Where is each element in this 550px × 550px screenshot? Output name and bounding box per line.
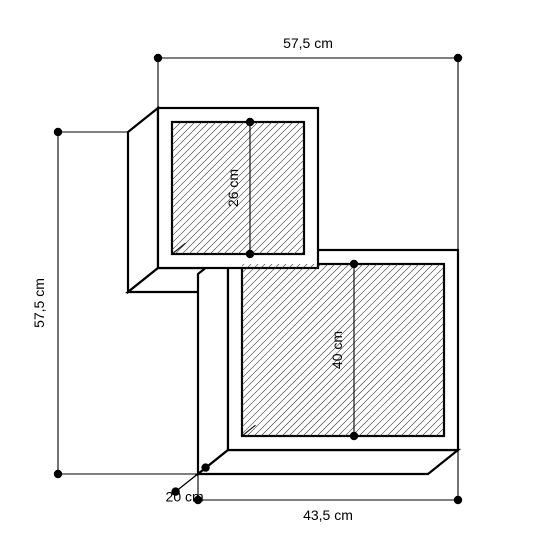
overall-height-label: 57,5 cm (31, 278, 47, 328)
lower-width-label: 43,5 cm (303, 507, 353, 523)
lower-inner-height-label: 40 cm (329, 331, 345, 369)
upper-inner-height-label: 26 cm (225, 169, 241, 207)
dimensioned-shelf-diagram: 57,5 cm 57,5 cm 20 cm 43,5 cm 26 cm 40 c… (0, 0, 550, 550)
depth-label: 20 cm (166, 489, 204, 505)
overall-width-label: 57,5 cm (283, 35, 333, 51)
